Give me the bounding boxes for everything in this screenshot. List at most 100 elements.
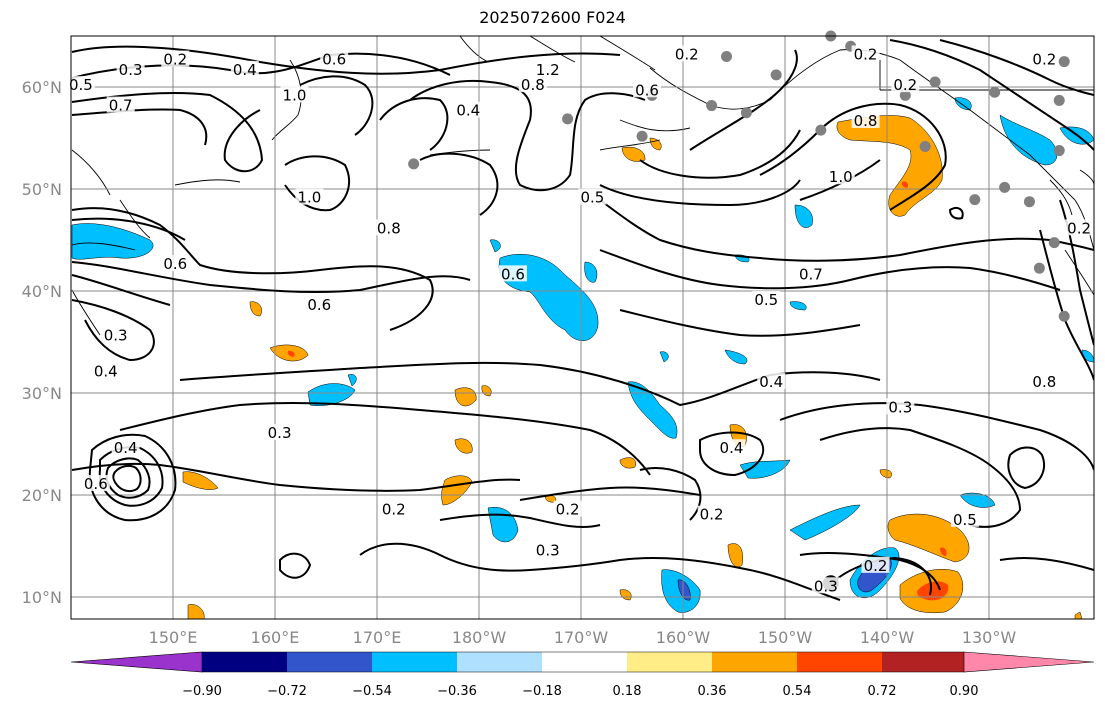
contour-label-background — [950, 510, 979, 527]
contour-label: 0.8 — [377, 219, 401, 237]
colorbar-segment — [797, 652, 882, 672]
station-marker — [815, 124, 827, 136]
colorbar-low-extend — [70, 651, 203, 673]
contour-label: 0.6 — [307, 296, 331, 314]
colorbar-segment — [202, 652, 287, 672]
contour-label-background — [81, 475, 110, 492]
colorbar-segment — [372, 652, 457, 672]
station-marker — [969, 194, 981, 206]
station-marker — [919, 140, 931, 152]
lon-label-160w: 160°W — [656, 628, 711, 647]
contour-label: 0.4 — [456, 102, 480, 120]
contour-label: 0.7 — [799, 265, 823, 283]
contour-label-background — [633, 81, 662, 98]
contour-label-background — [454, 101, 483, 118]
lon-label-180w: 180°W — [452, 628, 507, 647]
contour-label-background — [717, 439, 746, 456]
contour-label-background — [672, 45, 701, 62]
contour-label-background — [106, 96, 135, 113]
contour-label-background — [796, 265, 825, 282]
station-marker — [1023, 196, 1035, 208]
map-title: 2025072600 F024 — [479, 8, 626, 27]
station-marker — [1048, 237, 1060, 249]
contour-label: 0.6 — [322, 51, 346, 69]
station-marker — [721, 50, 733, 62]
contour-label: 0.3 — [268, 424, 292, 442]
contour-label-background — [379, 500, 408, 517]
contour-label: 0.6 — [163, 255, 187, 273]
contour-label-background — [578, 188, 607, 205]
contour-label: 0.2 — [1032, 51, 1056, 69]
contour-label: 0.5 — [581, 189, 605, 207]
lat-label-20n: 20°N — [22, 486, 62, 505]
contour-label: 0.2 — [675, 45, 699, 63]
lat-label-50n: 50°N — [22, 180, 62, 199]
contour-label: 0.4 — [759, 373, 783, 391]
colorbar-tick-label: −0.90 — [182, 684, 222, 699]
lon-label-130w: 130°W — [962, 628, 1017, 647]
contour-label-background — [886, 398, 915, 415]
lat-label-60n: 60°N — [22, 78, 62, 97]
colorbar-tick-label: −0.72 — [267, 684, 307, 699]
contour-label-background — [1030, 50, 1059, 67]
contour-label: 0.4 — [720, 439, 744, 457]
contour-label: 0.2 — [700, 506, 724, 524]
colorbar-segment — [287, 652, 372, 672]
contour-label-background — [861, 556, 890, 573]
contour-label-background — [230, 60, 259, 77]
colorbar-tick-label: −0.36 — [437, 684, 477, 699]
contour-label: 0.6 — [501, 265, 525, 283]
colorbar-high-extend — [963, 651, 1095, 673]
lat-label-10n: 10°N — [22, 588, 62, 607]
station-marker — [1058, 56, 1070, 68]
colorbar: −0.90 −0.72 −0.54 −0.36 −0.18 0.18 0.36 … — [70, 651, 1095, 699]
station-marker — [740, 107, 752, 119]
contour-label-background — [533, 541, 562, 558]
lat-label-40n: 40°N — [22, 282, 62, 301]
lat-label-30n: 30°N — [22, 384, 62, 403]
contour-label-background — [518, 76, 547, 93]
contour-label: 0.3 — [536, 542, 560, 560]
contour-label: 0.5 — [953, 511, 977, 529]
contour-label-background — [101, 326, 130, 343]
colorbar-tick-label: 0.54 — [783, 684, 812, 699]
colorbar-tick-label: 0.90 — [950, 684, 979, 699]
station-marker — [1053, 94, 1065, 106]
contour-label-background — [498, 265, 527, 282]
station-marker — [636, 130, 648, 142]
contour-label: 1.0 — [297, 189, 321, 207]
contour-label: 0.8 — [854, 112, 878, 130]
contour-label-background — [91, 362, 120, 379]
colorbar-segment — [882, 652, 964, 672]
contour-label-background — [811, 577, 840, 594]
lon-label-170e: 170°E — [353, 628, 402, 647]
contour-label: 0.2 — [163, 51, 187, 69]
contour-label-background — [757, 372, 786, 389]
colorbar-segment — [457, 652, 542, 672]
plot-frame — [70, 35, 1095, 620]
contour-label: 0.6 — [84, 475, 108, 493]
latitude-labels: 60°N 50°N 40°N 30°N 20°N 10°N — [22, 78, 62, 607]
contour-label: 0.3 — [104, 327, 128, 345]
contour-label: 0.2 — [382, 501, 406, 519]
contour-label: 0.3 — [888, 398, 912, 416]
contour-label-background — [374, 219, 403, 236]
contour-label: 0.8 — [521, 76, 545, 94]
station-marker — [989, 86, 1001, 98]
colorbar-tick-label: −0.54 — [352, 684, 392, 699]
contour-label: 0.8 — [1032, 373, 1056, 391]
contour-label: 0.5 — [69, 76, 93, 94]
station-marker — [770, 69, 782, 81]
station-marker — [562, 113, 574, 125]
lon-label-170w: 170°W — [554, 628, 609, 647]
colorbar-tick-label: 0.72 — [868, 684, 897, 699]
contour-label-background — [161, 50, 190, 67]
contour-label-background — [305, 296, 334, 313]
station-marker — [929, 76, 941, 88]
lon-label-140w: 140°W — [860, 628, 915, 647]
lon-label-150w: 150°W — [758, 628, 813, 647]
station-marker — [706, 100, 718, 112]
contour-label-background — [851, 111, 880, 128]
contour-label: 1.0 — [829, 168, 853, 186]
